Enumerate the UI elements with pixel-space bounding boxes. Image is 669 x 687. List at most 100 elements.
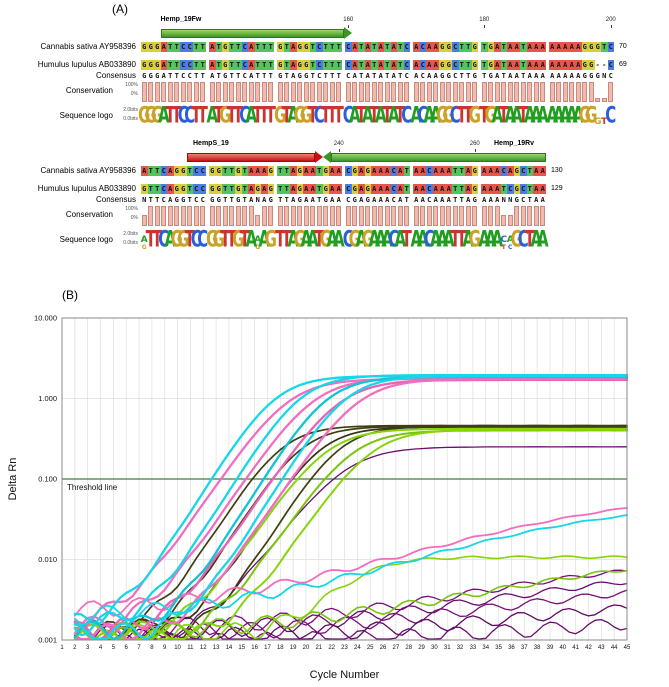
consensus-base-cell: G bbox=[472, 72, 477, 80]
conservation-column bbox=[481, 206, 488, 226]
logo-column: T bbox=[165, 103, 175, 127]
base-cell: G bbox=[180, 184, 187, 194]
x-axis-tick-label: 17 bbox=[264, 645, 271, 651]
logo-letter: A bbox=[348, 101, 361, 129]
alignment-block-1: 160 180 200 Hemp_19Fw Cannabis sativa AY9583… bbox=[4, 15, 627, 127]
conservation-bar bbox=[371, 206, 377, 226]
consensus-base-cell: A bbox=[495, 72, 500, 80]
conservation-bar bbox=[514, 206, 520, 226]
logo-letter: T bbox=[320, 101, 331, 129]
base-cell: T bbox=[335, 42, 342, 52]
base-cell: T bbox=[458, 184, 465, 194]
base-cell: A bbox=[358, 166, 365, 176]
logo-letter: A bbox=[572, 101, 585, 129]
base-cell: A bbox=[426, 60, 433, 70]
scale-label-top: 2.0bits bbox=[123, 107, 138, 113]
consensus-base-cell: G bbox=[472, 196, 477, 204]
base-cell: A bbox=[494, 166, 501, 176]
base-cell: C bbox=[186, 42, 193, 52]
consensus-base-cell: T bbox=[404, 196, 409, 204]
base-cell: G bbox=[588, 60, 595, 70]
logo-letter: A bbox=[523, 101, 536, 129]
logo-letter: A bbox=[374, 101, 387, 129]
base-cell: A bbox=[209, 60, 216, 70]
base-cell: G bbox=[277, 60, 284, 70]
logo-column: G bbox=[294, 103, 306, 127]
logo-letter: T bbox=[456, 225, 467, 253]
logo-letter: G bbox=[144, 101, 157, 129]
base-cell: T bbox=[228, 60, 235, 70]
logo-column: A bbox=[478, 227, 490, 251]
conservation-column bbox=[404, 206, 411, 226]
base-cell: A bbox=[549, 42, 556, 52]
curve-olive-3 bbox=[73, 426, 628, 640]
panel-a-label: (A) bbox=[112, 2, 128, 16]
conservation-bar bbox=[345, 206, 351, 226]
base-cell: A bbox=[487, 184, 494, 194]
base-cell: A bbox=[439, 166, 446, 176]
logo-letter-top: A bbox=[254, 235, 262, 245]
base-cell: C bbox=[160, 184, 167, 194]
conservation-column bbox=[420, 82, 427, 102]
logo-column: A bbox=[436, 227, 448, 251]
logo-column: A bbox=[362, 103, 374, 127]
base-cell: A bbox=[413, 60, 420, 70]
conservation-column bbox=[193, 82, 200, 102]
base-cell: T bbox=[167, 60, 174, 70]
row-label-text: Conservation bbox=[65, 86, 113, 95]
x-axis-tick-label: 34 bbox=[482, 645, 489, 651]
conservation-bar bbox=[446, 206, 452, 226]
conservation-bar bbox=[397, 82, 403, 102]
base-cell: A bbox=[371, 166, 378, 176]
logo-column: T bbox=[185, 227, 195, 251]
logo-column: A bbox=[368, 227, 380, 251]
conservation-column bbox=[222, 206, 229, 226]
conservation-column bbox=[216, 82, 223, 102]
base-cell: T bbox=[186, 166, 193, 176]
logo-column: A bbox=[491, 103, 503, 127]
primer-arrow-hemp_19rv bbox=[330, 153, 546, 162]
conservation-column bbox=[248, 82, 255, 102]
logo-column: T bbox=[266, 103, 276, 127]
conservation-column bbox=[413, 82, 420, 102]
conservation-column bbox=[167, 82, 174, 102]
base-cell: T bbox=[261, 60, 268, 70]
row-label: Sequence logo 2.0bits 0.0bits bbox=[4, 107, 141, 127]
logo-column: A bbox=[417, 227, 429, 251]
logo-column: A bbox=[423, 103, 435, 127]
base-cell: G bbox=[303, 60, 310, 70]
annotation-band-content: 160 180 200 Hemp_19Fw bbox=[141, 15, 621, 41]
base-cell: C bbox=[193, 166, 200, 176]
conservation-column bbox=[371, 82, 378, 102]
logo-column: G bbox=[265, 227, 277, 251]
base-cell: G bbox=[296, 184, 303, 194]
logo-column: G bbox=[579, 103, 591, 127]
x-axis-tick-label: 18 bbox=[277, 645, 284, 651]
curve-purple-4 bbox=[74, 589, 628, 640]
consensus-base-cell: T bbox=[223, 196, 228, 204]
conservation-bar bbox=[141, 215, 147, 226]
base-cell: T bbox=[254, 42, 261, 52]
logo-letter: A bbox=[300, 225, 313, 253]
logo-column: A bbox=[394, 227, 406, 251]
conservation-bar bbox=[297, 206, 303, 226]
base-cell: G bbox=[173, 184, 180, 194]
conservation-column bbox=[284, 82, 291, 102]
conservation-bar bbox=[141, 82, 147, 102]
consensus-base-cell: A bbox=[310, 196, 315, 204]
base-cell: A bbox=[397, 184, 404, 194]
curve-cyan-4 bbox=[73, 374, 629, 641]
x-axis-tick-label: 35 bbox=[495, 645, 502, 651]
logo-letter: A bbox=[245, 101, 258, 129]
consensus-base-cell: C bbox=[453, 72, 458, 80]
logo-letter: C bbox=[423, 225, 435, 253]
conservation-bar bbox=[452, 82, 458, 102]
conservation-bar bbox=[297, 82, 303, 102]
logo-column: T bbox=[275, 227, 285, 251]
conservation-bar bbox=[384, 206, 390, 226]
conservation-bar bbox=[501, 215, 507, 226]
consensus-base-cell: T bbox=[323, 72, 328, 80]
primer-name-label: HempS_19 bbox=[193, 140, 229, 147]
conservation-column bbox=[323, 82, 330, 102]
logo-column: C bbox=[314, 103, 325, 127]
